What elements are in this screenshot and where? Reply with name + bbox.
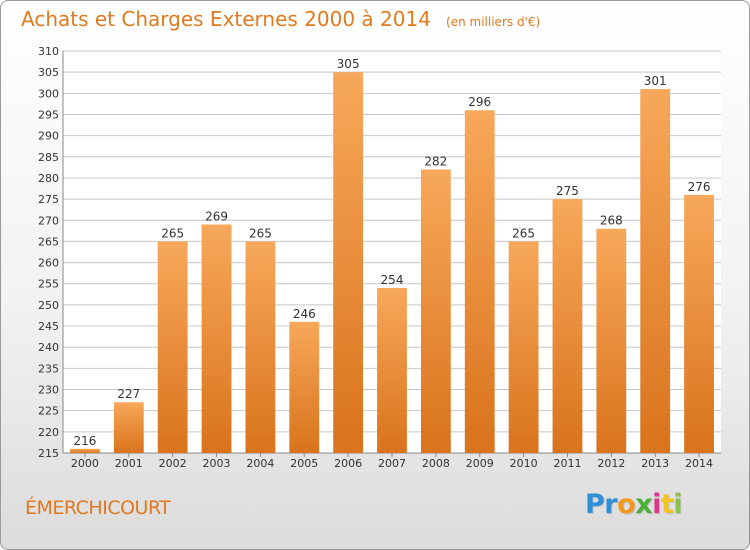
- bar-2004: [245, 241, 276, 453]
- x-tick-label: 2009: [466, 457, 494, 470]
- y-tick-label: 300: [38, 87, 59, 100]
- y-tick-label: 230: [38, 384, 59, 397]
- bar-2002: [157, 241, 188, 453]
- x-tick-label: 2003: [203, 457, 231, 470]
- y-tick-label: 295: [38, 108, 59, 121]
- y-tick-label: 260: [38, 257, 59, 270]
- bar-value-label: 305: [337, 57, 360, 71]
- x-tick-label: 2012: [597, 457, 625, 470]
- bar-value-label: 265: [512, 226, 535, 240]
- title-block: Achats et Charges Externes 2000 à 2014 (…: [21, 7, 540, 31]
- y-tick-label: 225: [38, 405, 59, 418]
- bar-value-label: 265: [161, 226, 184, 240]
- bar-value-label: 301: [644, 74, 667, 88]
- x-tick-label: 2008: [422, 457, 450, 470]
- x-tick-label: 2007: [378, 457, 406, 470]
- y-tick-label: 250: [38, 299, 59, 312]
- logo-letter: P: [585, 489, 605, 520]
- bar-2010: [508, 241, 539, 453]
- y-tick-label: 285: [38, 151, 59, 164]
- logo-letter: x: [635, 489, 653, 520]
- x-tick-label: 2001: [115, 457, 143, 470]
- bar-value-label: 227: [117, 387, 140, 401]
- bar-value-label: 275: [556, 184, 579, 198]
- y-tick-label: 310: [38, 45, 59, 58]
- bar-value-label: 265: [249, 226, 272, 240]
- logo-letter: o: [617, 489, 636, 520]
- y-tick-label: 245: [38, 320, 59, 333]
- y-tick-label: 240: [38, 341, 59, 354]
- bar-value-label: 296: [468, 95, 491, 109]
- y-tick-label: 220: [38, 426, 59, 439]
- logo-letter: r: [604, 489, 618, 520]
- bar-2014: [684, 194, 714, 453]
- bar-2005: [289, 321, 320, 453]
- bar-2000: [70, 448, 100, 453]
- bar-2012: [596, 228, 627, 453]
- bar-2011: [552, 199, 583, 453]
- logo-letter: i: [673, 489, 683, 520]
- y-tick-label: 270: [38, 214, 59, 227]
- y-tick-label: 280: [38, 172, 59, 185]
- bar-value-label: 254: [381, 273, 404, 287]
- chart-title: Achats et Charges Externes 2000 à 2014: [21, 7, 431, 31]
- y-tick-label: 255: [38, 278, 59, 291]
- bar-value-label: 269: [205, 209, 228, 223]
- proxiti-logo: Proxiti: [585, 489, 683, 520]
- chart-subtitle: (en milliers d'€): [446, 15, 541, 29]
- y-tick-label: 265: [38, 235, 59, 248]
- y-tick-label: 275: [38, 193, 59, 206]
- bar-value-label: 268: [600, 214, 623, 228]
- bar-2001: [113, 402, 144, 453]
- x-tick-label: 2000: [71, 457, 99, 470]
- y-tick-label: 305: [38, 66, 59, 79]
- x-tick-label: 2014: [685, 457, 713, 470]
- x-tick-label: 2013: [641, 457, 669, 470]
- x-tick-label: 2011: [553, 457, 581, 470]
- bar-2009: [464, 110, 495, 454]
- bar-value-label: 246: [293, 307, 316, 321]
- bar-value-label: 276: [688, 180, 711, 194]
- y-tick-label: 290: [38, 130, 59, 143]
- bar-2006: [333, 72, 364, 453]
- x-tick-label: 2010: [510, 457, 538, 470]
- bar-2003: [201, 224, 232, 453]
- x-tick-label: 2004: [246, 457, 274, 470]
- commune-name: ÉMERCHICOURT: [25, 497, 171, 519]
- y-tick-label: 235: [38, 362, 59, 375]
- bar-2013: [640, 89, 671, 453]
- bar-2007: [377, 287, 407, 453]
- logo-letter: i: [652, 489, 661, 520]
- y-tick-label: 215: [38, 447, 59, 460]
- bar-value-label: 282: [424, 154, 447, 168]
- bar-2008: [420, 169, 451, 454]
- bar-value-label: 216: [73, 434, 96, 448]
- x-tick-label: 2002: [159, 457, 187, 470]
- logo-letter: t: [660, 489, 674, 520]
- x-tick-label: 2006: [334, 457, 362, 470]
- y-axis: 215 220 225 230 235 240 245 250 255 260 265 270 275 2…: [38, 45, 59, 460]
- x-tick-label: 2005: [290, 457, 318, 470]
